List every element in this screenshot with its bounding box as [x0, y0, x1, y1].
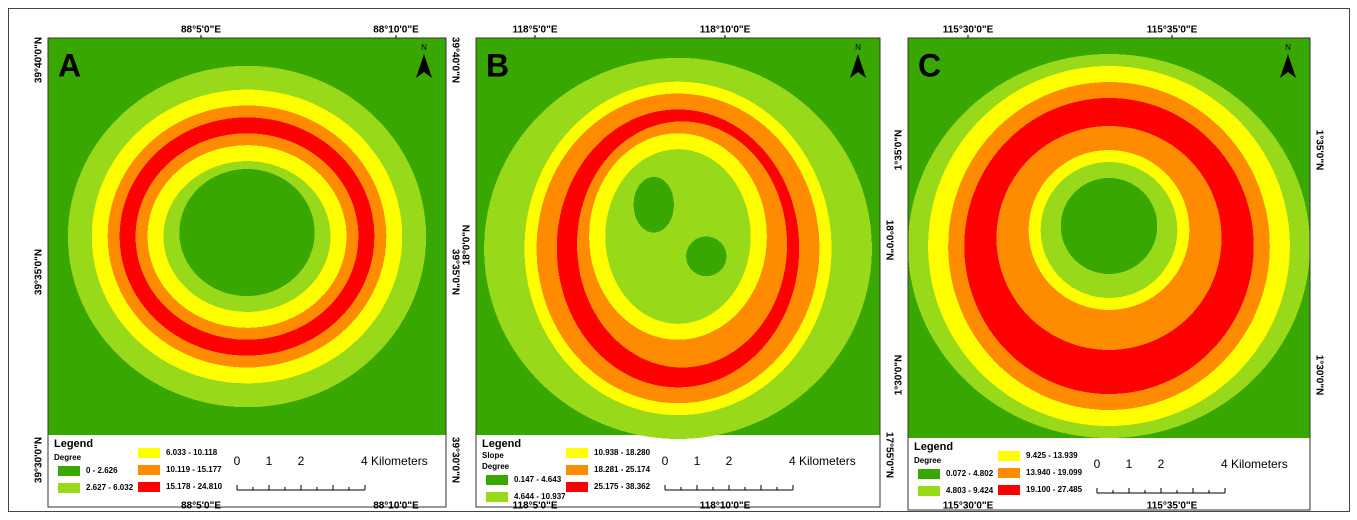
slope-zone [1060, 178, 1158, 274]
figure-frame [8, 8, 1350, 512]
legend-subtitle: Slope [482, 451, 504, 460]
legend-label: 2.627 - 6.032 [86, 483, 134, 492]
right-coordinate: 39°35'0"N [449, 249, 460, 295]
legend-swatch [918, 469, 940, 479]
legend-swatch [486, 492, 508, 502]
legend-label: 19.100 - 27.485 [1026, 485, 1083, 494]
panel-label: B [486, 47, 509, 83]
legend-swatch [138, 448, 160, 458]
scale-label: 0 [662, 454, 669, 468]
scale-label: 2 [1158, 457, 1165, 471]
top-coordinate: 88°10'0"E [373, 25, 419, 36]
legend-label: 25.175 - 38.362 [594, 482, 651, 491]
legend-title: Legend [482, 438, 521, 450]
bottom-coordinate: 115°35'0"E [1147, 501, 1198, 512]
legend-label: 15.178 - 24.810 [166, 482, 223, 491]
left-coordinate: 39°40'0"N [34, 37, 45, 83]
bottom-coordinate: 118°5'0"E [512, 501, 557, 512]
legend-swatch [566, 465, 588, 475]
map-frame [475, 37, 881, 508]
legend-field: Degree [914, 456, 942, 465]
scale-label: 1 [1126, 457, 1133, 471]
legend-swatch [998, 451, 1020, 461]
north-arrow [850, 54, 866, 78]
legend-swatch [486, 475, 508, 485]
legend-label: 18.281 - 25.174 [594, 465, 651, 474]
legend-swatch [58, 483, 80, 493]
left-coordinate: 39°35'0"N [34, 249, 45, 295]
north-label: N [421, 43, 427, 52]
slope-zone [179, 169, 315, 297]
left-coordinate: 18°0'0"N [462, 225, 473, 266]
left-coordinate: 1°35'0"N [894, 130, 905, 171]
scale-label: 4 Kilometers [789, 454, 856, 468]
top-coordinate: 118°5'0"E [512, 25, 557, 36]
legend-label: 4.644 - 10.937 [514, 492, 566, 501]
legend-swatch [998, 468, 1020, 478]
north-label: N [855, 43, 861, 52]
map-panel: A N 88°5'0"E 88°10'0"E 88°5'0"E 88°10'0"E 39°4… [34, 25, 461, 512]
legend-label: 10.119 - 15.177 [166, 465, 222, 474]
legend-label: 0.072 - 4.802 [946, 469, 994, 478]
bottom-coordinate: 88°5'0"E [181, 501, 221, 512]
legend-label: 9.425 - 13.939 [1026, 451, 1078, 460]
legend-title: Legend [54, 438, 93, 450]
right-coordinate: 1°35'0"N [1313, 130, 1324, 171]
map-panel: B N 118°5'0"E 118°10'0"E 118°5'0"E 118°10'0"E… [462, 25, 895, 512]
right-coordinate: 39°30'0"N [449, 437, 460, 483]
scale-label: 0 [234, 454, 241, 468]
slope-zone [633, 176, 674, 233]
slope-zone [605, 149, 751, 324]
scale-label: 1 [266, 454, 273, 468]
legend-label: 6.033 - 10.118 [166, 448, 218, 457]
scale-label: 2 [726, 454, 733, 468]
top-coordinate: 118°10'0"E [700, 25, 751, 36]
north-arrow [416, 54, 432, 78]
legend-label: 13.940 - 19.099 [1026, 468, 1083, 477]
scale-label: 2 [298, 454, 305, 468]
left-coordinate: 39°30'0"N [34, 437, 45, 483]
bottom-coordinate: 88°10'0"E [373, 501, 419, 512]
legend-title: Legend [914, 441, 953, 453]
right-coordinate: 18°0'0"N [883, 220, 894, 261]
scale-label: 4 Kilometers [361, 454, 428, 468]
legend-label: 0 - 2.626 [86, 466, 118, 475]
legend-swatch [138, 482, 160, 492]
top-coordinate: 115°35'0"E [1147, 25, 1198, 36]
legend-field: Degree [54, 453, 82, 462]
legend-field: Degree [482, 462, 510, 471]
legend-swatch [138, 465, 160, 475]
legend-swatch [918, 486, 940, 496]
scale-label: 4 Kilometers [1221, 457, 1288, 471]
legend-swatch [998, 485, 1020, 495]
scale-label: 0 [1094, 457, 1101, 471]
right-coordinate: 1°30'0"N [1313, 355, 1324, 396]
scale-label: 1 [694, 454, 701, 468]
bottom-coordinate: 118°10'0"E [700, 501, 751, 512]
legend-swatch [566, 482, 588, 492]
legend-swatch [58, 466, 80, 476]
legend-label: 10.938 - 18.280 [594, 448, 651, 457]
map-panel: C N 115°30'0"E 115°35'0"E 115°30'0"E 115°35'0… [894, 25, 1325, 512]
slope-zone [686, 236, 727, 277]
legend-swatch [566, 448, 588, 458]
right-coordinate: 39°40'0"N [449, 37, 460, 83]
north-arrow [1280, 54, 1296, 78]
bottom-coordinate: 115°30'0"E [943, 501, 994, 512]
panel-label: C [918, 47, 941, 83]
top-coordinate: 115°30'0"E [943, 25, 994, 36]
legend-label: 4.803 - 9.424 [946, 486, 994, 495]
right-coordinate: 17°55'0"N [883, 432, 894, 478]
map-frame [907, 37, 1311, 511]
panel-label: A [58, 47, 81, 83]
top-coordinate: 88°5'0"E [181, 25, 221, 36]
north-label: N [1285, 43, 1291, 52]
map-frame [47, 37, 447, 508]
left-coordinate: 1°30'0"N [894, 355, 905, 396]
legend-label: 0.147 - 4.643 [514, 475, 562, 484]
